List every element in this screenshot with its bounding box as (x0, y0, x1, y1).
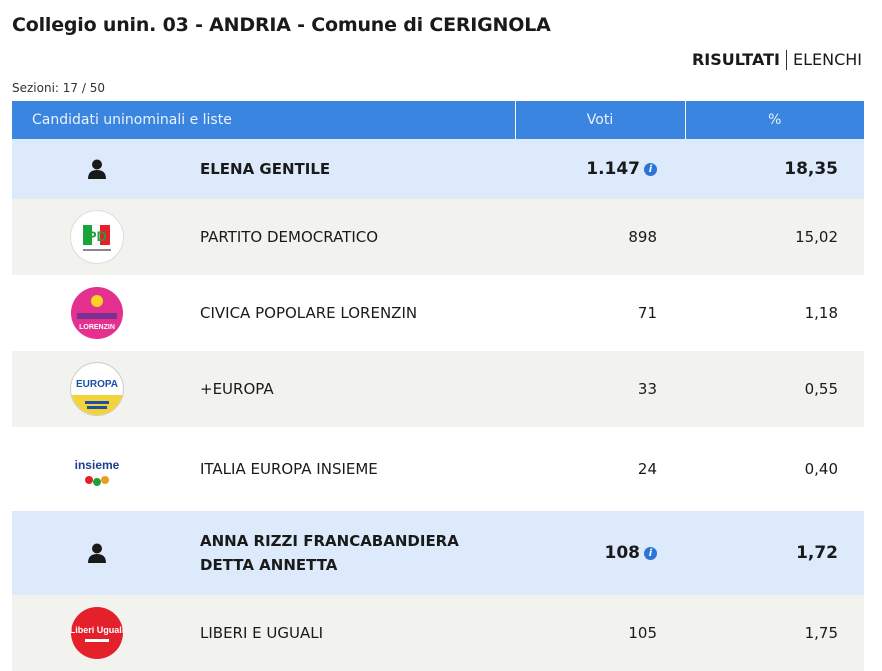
results-table: Candidati uninominali e liste Voti % ELE… (12, 101, 865, 671)
percent-value: 0,40 (804, 460, 839, 478)
votes-value: 108 (604, 543, 641, 563)
sezioni-count: Sezioni: 17 / 50 (12, 81, 105, 95)
piu-europa-logo: EUROPA (70, 362, 124, 416)
svg-text:PD: PD (87, 228, 106, 244)
table-header-row: Candidati uninominali e liste Voti % (12, 101, 865, 139)
person-icon (88, 159, 106, 179)
list-name: +EUROPA (200, 380, 274, 398)
table-row: EUROPA +EUROPA 33 0,55 (12, 351, 865, 427)
candidate-name: ANNA RIZZI FRANCABANDIERA DETTA ANNETTA (200, 532, 459, 574)
table-row: Liberi Uguali LIBERI E UGUALI 105 1,75 (12, 595, 865, 671)
view-tabs: RISULTATI ELENCHI (692, 50, 862, 70)
page-title: Collegio unin. 03 - ANDRIA - Comune di C… (12, 14, 551, 36)
list-name: CIVICA POPOLARE LORENZIN (200, 304, 418, 322)
italia-europa-insieme-logo: insieme (71, 443, 123, 495)
table-row: insieme ITALIA EUROPA INSIEME 24 0,40 (12, 427, 865, 511)
percent-value: 0,55 (804, 380, 839, 398)
civica-popolare-logo: LORENZIN (71, 287, 123, 339)
votes-value: 71 (637, 304, 658, 322)
header-voti: Voti (514, 101, 686, 139)
table-row: ANNA RIZZI FRANCABANDIERA DETTA ANNETTA … (12, 511, 865, 595)
info-icon[interactable]: i (644, 162, 658, 176)
tab-risultati[interactable]: RISULTATI (692, 50, 787, 70)
svg-text:EUROPA: EUROPA (76, 379, 118, 390)
list-name: PARTITO DEMOCRATICO (200, 228, 379, 246)
list-name: LIBERI E UGUALI (200, 624, 324, 642)
votes-value: 898 (628, 228, 658, 246)
info-icon[interactable]: i (644, 546, 658, 560)
tab-elenchi[interactable]: ELENCHI (792, 50, 862, 69)
table-row: PD PARTITO DEMOCRATICO 898 15,02 (12, 199, 865, 275)
votes-value: 33 (637, 380, 658, 398)
percent-value: 18,35 (784, 159, 839, 179)
votes-value: 1.147 (586, 159, 641, 179)
percent-value: 1,75 (804, 624, 839, 642)
person-icon (88, 543, 106, 563)
table-row: LORENZIN CIVICA POPOLARE LORENZIN 71 1,1… (12, 275, 865, 351)
percent-value: 1,72 (796, 543, 839, 563)
percent-value: 15,02 (795, 228, 839, 246)
votes-value: 105 (628, 624, 658, 642)
percent-value: 1,18 (804, 304, 839, 322)
pd-logo: PD (70, 210, 124, 264)
list-name: ITALIA EUROPA INSIEME (200, 460, 378, 478)
header-percent: % (684, 101, 865, 139)
header-candidati: Candidati uninominali e liste (12, 101, 516, 139)
svg-text:Liberi Uguali: Liberi Uguali (71, 625, 123, 635)
svg-text:insieme: insieme (75, 458, 120, 472)
votes-value: 24 (637, 460, 658, 478)
candidate-name: ELENA GENTILE (200, 160, 331, 178)
svg-text:LORENZIN: LORENZIN (79, 324, 115, 331)
liberi-e-uguali-logo: Liberi Uguali (71, 607, 123, 659)
table-row: ELENA GENTILE 1.147 i 18,35 (12, 139, 865, 199)
